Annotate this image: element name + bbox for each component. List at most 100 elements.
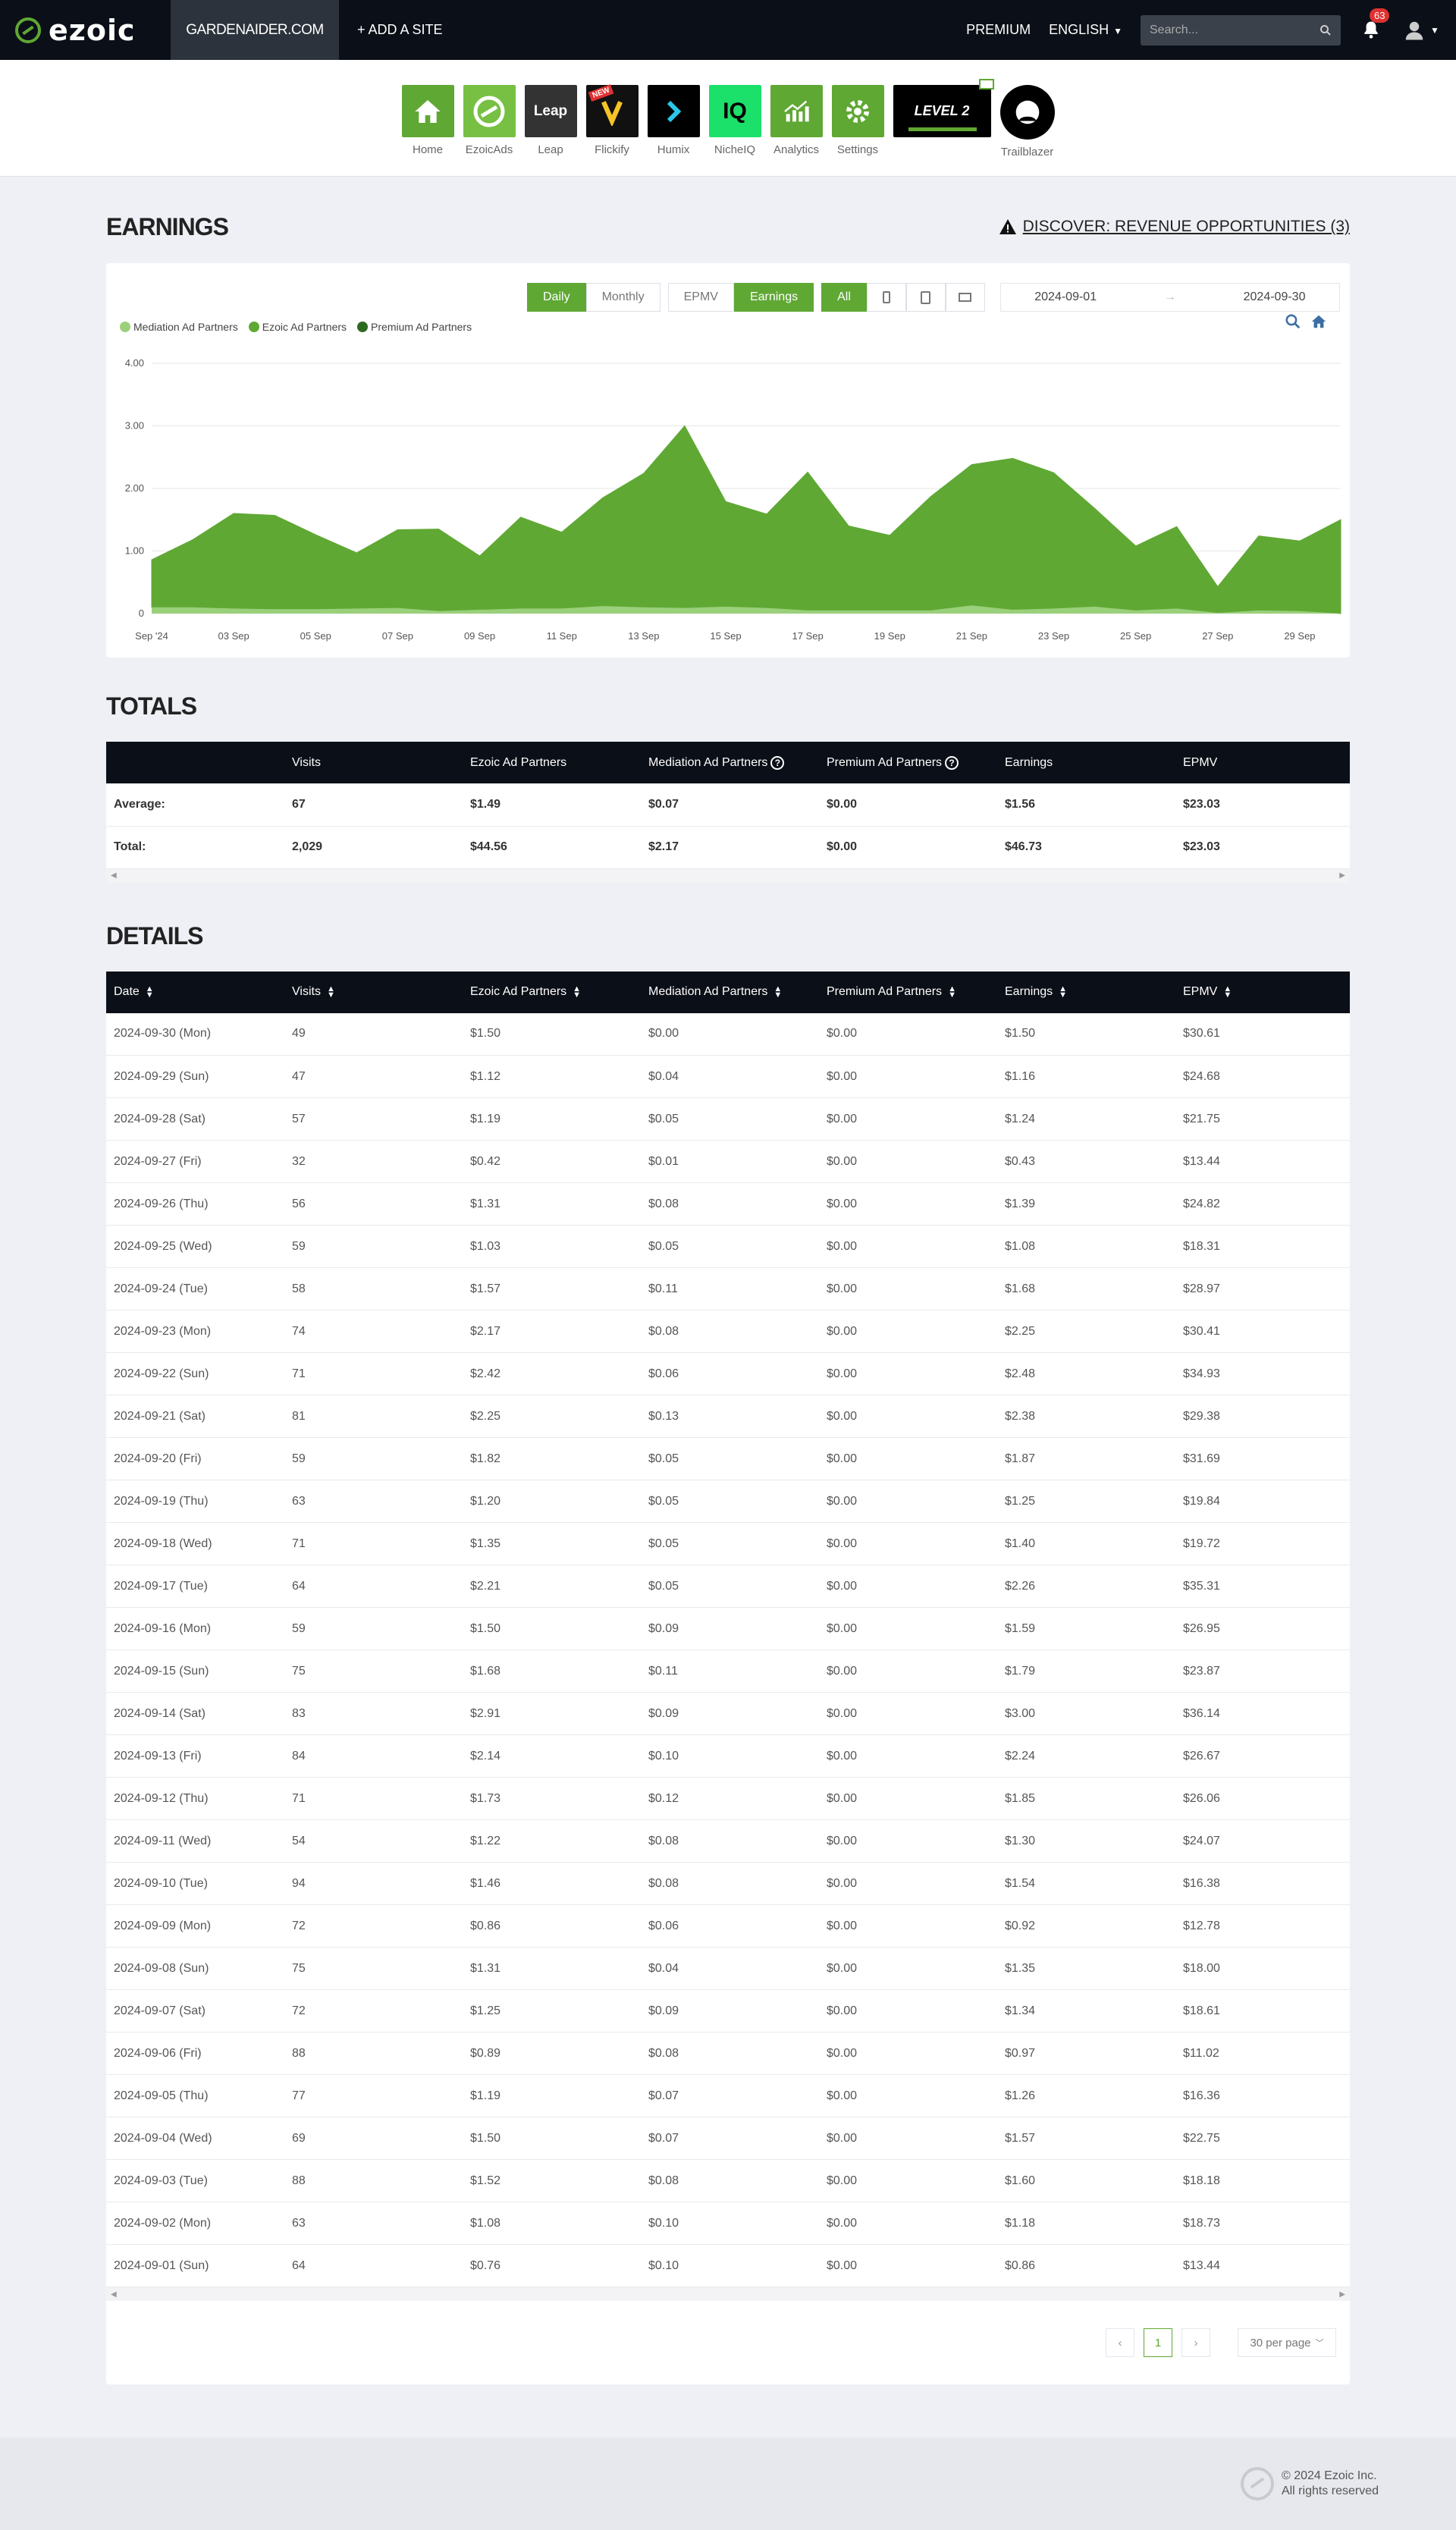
table-cell: 2024-09-10 (Tue): [106, 1862, 284, 1905]
legend-item[interactable]: Premium Ad Partners: [357, 321, 472, 333]
tablet-button[interactable]: [905, 283, 946, 312]
app-leap[interactable]: Leap Leap: [524, 85, 577, 176]
desktop-button[interactable]: [945, 283, 985, 312]
level-text: LEVEL 2: [914, 103, 970, 118]
table-cell: $1.40: [997, 1522, 1175, 1565]
sort-icon[interactable]: ▲ ▼: [948, 984, 956, 1000]
help-icon[interactable]: ?: [945, 755, 959, 770]
sort-icon[interactable]: ▲ ▼: [326, 984, 335, 1000]
ezoic-logo[interactable]: ezoic: [0, 0, 171, 60]
table-cell: 2024-09-06 (Fri): [106, 2032, 284, 2075]
monthly-button[interactable]: Monthly: [585, 283, 661, 312]
app-home[interactable]: Home: [401, 85, 454, 176]
table-cell: 2024-09-05 (Thu): [106, 2074, 284, 2117]
sort-icon[interactable]: ▲ ▼: [774, 984, 783, 1000]
column-header: Premium Ad Partners?: [819, 742, 997, 783]
sort-icon[interactable]: ▲ ▼: [573, 984, 582, 1000]
all-devices-button[interactable]: All: [821, 283, 867, 312]
app-settings[interactable]: Settings: [831, 85, 884, 176]
table-cell: 88: [284, 2032, 463, 2075]
column-header-label: Premium Ad Partners: [827, 755, 943, 769]
analytics-icon: [770, 85, 823, 137]
scroll-right-icon[interactable]: ▶: [1339, 871, 1345, 880]
app-analytics[interactable]: Analytics: [770, 85, 823, 176]
search-input[interactable]: Search...: [1141, 14, 1341, 46]
table-cell: $0.00: [819, 1480, 997, 1523]
app-flickify[interactable]: NEW Flickify: [585, 84, 639, 176]
earnings-button[interactable]: Earnings: [733, 283, 814, 312]
site-selector[interactable]: GARDENAIDER.COM: [171, 0, 339, 60]
column-header[interactable]: Earnings ▲ ▼: [997, 971, 1175, 1013]
next-page-button[interactable]: ›: [1181, 2328, 1210, 2357]
table-row: 2024-09-23 (Mon) 74 $2.17 $0.08 $0.00 $2.25 $3…: [106, 1310, 1350, 1353]
table-row: 2024-09-17 (Tue) 64 $2.21 $0.05 $0.00 $2.26 $3…: [106, 1565, 1350, 1608]
table-cell: $13.44: [1175, 2244, 1350, 2287]
table-cell: $0.09: [641, 1989, 819, 2032]
sort-icon[interactable]: ▲ ▼: [1059, 984, 1068, 1000]
column-header[interactable]: Ezoic Ad Partners ▲ ▼: [463, 971, 641, 1013]
table-cell: 75: [284, 1650, 463, 1693]
epmv-button[interactable]: EPMV: [667, 283, 734, 312]
date-range-picker[interactable]: 2024-09-01 → 2024-09-30: [999, 283, 1340, 312]
legend-label: Ezoic Ad Partners: [262, 321, 347, 333]
table-cell: 49: [284, 1012, 463, 1056]
daily-button[interactable]: Daily: [527, 283, 586, 312]
table-cell: $18.31: [1175, 1225, 1350, 1268]
legend-item[interactable]: Mediation Ad Partners: [120, 321, 238, 333]
horizontal-scrollbar[interactable]: ◀ ▶: [106, 868, 1350, 883]
discover-revenue-link[interactable]: DISCOVER: REVENUE OPPORTUNITIES (3): [999, 218, 1350, 236]
desktop-icon: [959, 293, 972, 302]
logo-text: ezoic: [49, 13, 136, 47]
column-header[interactable]: EPMV ▲ ▼: [1175, 971, 1350, 1013]
table-cell: $0.08: [641, 2159, 819, 2202]
scroll-left-icon[interactable]: ◀: [111, 871, 117, 880]
legend-dot: [357, 322, 369, 332]
notifications-button[interactable]: 63: [1360, 8, 1390, 42]
table-cell: $1.68: [463, 1650, 641, 1693]
reset-home-icon[interactable]: [1310, 313, 1327, 330]
sort-icon[interactable]: ▲ ▼: [1223, 984, 1232, 1000]
table-cell: 64: [284, 2244, 463, 2287]
table-cell: $2.25: [997, 1310, 1175, 1353]
app-level[interactable]: LEVEL 2: [893, 79, 994, 176]
table-cell: $0.00: [819, 1140, 997, 1183]
prev-page-button[interactable]: ‹: [1106, 2328, 1134, 2357]
table-cell: $0.05: [641, 1480, 819, 1523]
app-nicheiq[interactable]: IQ NicheIQ: [708, 85, 761, 176]
table-cell: $2.24: [997, 1734, 1175, 1778]
column-header[interactable]: Mediation Ad Partners ▲ ▼: [641, 971, 819, 1013]
zoom-icon[interactable]: [1285, 313, 1301, 330]
user-menu[interactable]: ▼: [1403, 19, 1445, 42]
scroll-right-icon[interactable]: ▶: [1339, 2290, 1345, 2299]
table-row: 2024-09-06 (Fri) 88 $0.89 $0.08 $0.00 $0.97 $1…: [106, 2032, 1350, 2075]
table-cell: $0.10: [641, 1734, 819, 1778]
help-icon[interactable]: ?: [770, 755, 785, 770]
table-cell: $0.08: [641, 1862, 819, 1905]
table-cell: $0.06: [641, 1904, 819, 1948]
table-cell: 2024-09-11 (Wed): [106, 1819, 284, 1863]
add-site-link[interactable]: + ADD A SITE: [357, 22, 443, 37]
horizontal-scrollbar[interactable]: ◀ ▶: [106, 2287, 1350, 2301]
per-page-select[interactable]: 30 per page ﹀: [1238, 2328, 1336, 2357]
sort-icon[interactable]: ▲ ▼: [145, 984, 154, 1000]
app-humix[interactable]: Humix: [647, 85, 700, 176]
app-label: Humix: [657, 143, 690, 156]
premium-link[interactable]: PREMIUM: [966, 22, 1031, 37]
app-ezoicads[interactable]: EzoicAds: [463, 85, 516, 176]
table-cell: $1.52: [463, 2159, 641, 2202]
table-cell: 2024-09-22 (Sun): [106, 1352, 284, 1395]
mobile-button[interactable]: [866, 283, 906, 312]
app-trailblazer[interactable]: Trailblazer: [999, 85, 1055, 176]
column-header[interactable]: Premium Ad Partners ▲ ▼: [819, 971, 997, 1013]
legend-item[interactable]: Ezoic Ad Partners: [248, 321, 347, 333]
level-icon: LEVEL 2: [893, 79, 994, 137]
page-1-button[interactable]: 1: [1144, 2328, 1172, 2357]
scroll-left-icon[interactable]: ◀: [111, 2290, 117, 2299]
table-cell: $1.50: [463, 1012, 641, 1056]
table-cell: $0.86: [463, 1904, 641, 1948]
table-cell: $0.04: [641, 1055, 819, 1098]
column-header[interactable]: Date ▲ ▼: [106, 971, 284, 1013]
table-cell: $12.78: [1175, 1904, 1350, 1948]
column-header[interactable]: Visits ▲ ▼: [284, 971, 463, 1013]
language-dropdown[interactable]: ENGLISH ▼: [1049, 22, 1122, 38]
